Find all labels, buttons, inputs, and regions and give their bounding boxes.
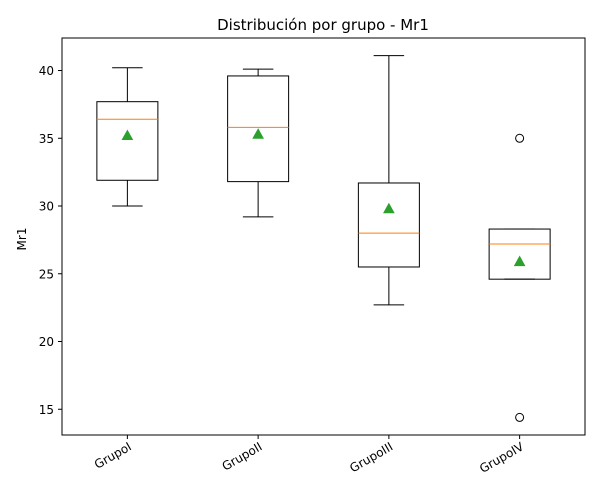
plot-area: 15 20 25 30 35 40 GrupoI GrupoII GrupoIII GrupoIV	[39, 37, 586, 476]
iqr-box	[488, 228, 551, 280]
chart-title: Distribución por grupo - Mr1	[217, 16, 429, 34]
mean-marker	[121, 129, 134, 141]
y-tick-label: 25	[39, 267, 54, 281]
mean-marker	[513, 255, 526, 267]
plot-frame	[61, 37, 586, 436]
x-tick-label: GrupoIII	[347, 439, 395, 475]
x-tick-label: GrupoIV	[477, 439, 527, 476]
y-tick-label: 15	[39, 403, 54, 417]
x-tick-label: GrupoII	[220, 439, 265, 473]
y-axis-label: Mr1	[15, 228, 29, 251]
iqr-box	[227, 75, 290, 183]
iqr-box	[96, 101, 159, 181]
x-tick-label: GrupoI	[92, 439, 134, 471]
y-tick-label: 30	[39, 200, 54, 214]
y-tick-label: 35	[39, 132, 54, 146]
y-tick-label: 20	[39, 335, 54, 349]
iqr-box	[357, 182, 420, 268]
mean-marker	[252, 128, 264, 139]
y-tick-label: 40	[39, 64, 54, 78]
mean-marker	[383, 202, 395, 214]
outlier-point	[515, 412, 525, 422]
outlier-point	[515, 133, 525, 143]
